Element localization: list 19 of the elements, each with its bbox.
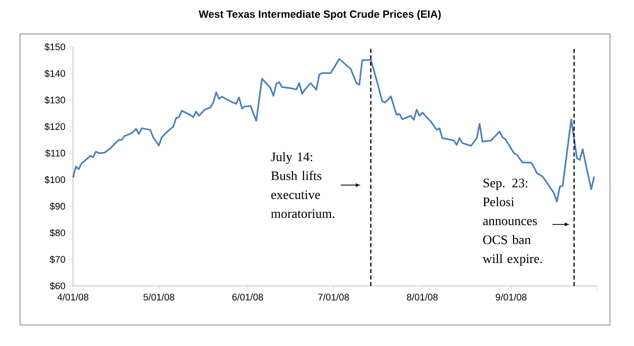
y-tick-label: $110 (45, 149, 66, 158)
chart-title: West Texas Intermediate Spot Crude Prices (EIA) (198, 10, 441, 20)
ref-line-label: July 14: Bush lifts executive moratorium. (271, 152, 334, 218)
ref-line-label: Sep. 23: Pelosi announces OCS ban will expire. (482, 178, 542, 266)
y-tick-label: $140 (44, 70, 66, 78)
x-tick-label: 9/01/08 (496, 294, 526, 300)
y-tick-label: $130 (44, 96, 66, 104)
y-tick-label: $90 (50, 202, 66, 210)
x-tick-label: 5/01/08 (143, 294, 174, 300)
x-tick-label: 6/01/08 (232, 294, 264, 300)
x-tick-label: 4/01/08 (57, 294, 88, 300)
y-tick-label: $80 (50, 229, 66, 237)
y-tick-label: $70 (50, 256, 66, 264)
x-tick-label: 7/01/08 (318, 294, 349, 300)
y-tick-label: $150 (44, 43, 66, 51)
y-tick-label: $100 (44, 176, 66, 184)
y-tick-label: $60 (50, 282, 66, 290)
x-tick-label: 8/01/08 (406, 294, 438, 300)
y-tick-label: $120 (44, 122, 66, 130)
